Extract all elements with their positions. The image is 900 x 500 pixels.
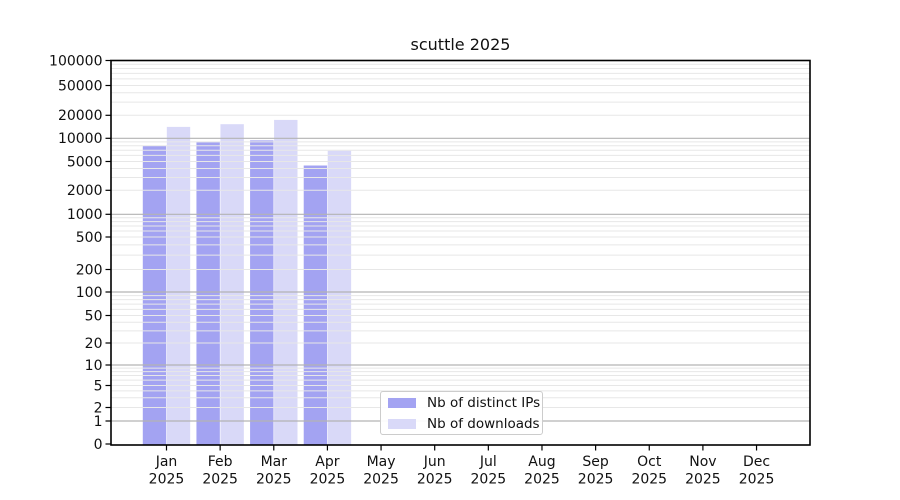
y-tick-label: 500: [76, 230, 103, 246]
x-tick-label-month: Nov: [689, 454, 716, 470]
y-tick-label: 50000: [58, 78, 103, 94]
x-tick-label-year: 2025: [471, 472, 507, 488]
y-tick-label: 100: [76, 285, 103, 301]
bar-distinct-ips-feb: [196, 142, 220, 446]
x-tick-label-year: 2025: [578, 472, 614, 488]
x-tick-label-year: 2025: [149, 472, 185, 488]
legend-swatch-downloads: [388, 418, 416, 429]
legend-label-distinct-ips: Nb of distinct IPs: [427, 394, 541, 411]
y-tick-label: 200: [76, 262, 103, 278]
legend-label-downloads: Nb of downloads: [427, 415, 540, 432]
x-tick-label-year: 2025: [631, 472, 667, 488]
x-tick-label-month: Apr: [315, 454, 339, 470]
y-tick-label: 100000: [49, 53, 102, 69]
legend-entry-downloads: Nb of downloads: [381, 415, 542, 432]
bar-distinct-ips-apr: [303, 165, 328, 445]
x-tick-label-month: Aug: [528, 454, 555, 470]
y-tick-label: 20000: [58, 108, 103, 124]
x-tick-label-month: May: [367, 454, 396, 470]
y-tick-label: 2000: [67, 183, 103, 199]
y-tick-label: 5: [94, 378, 103, 394]
x-tick-label-year: 2025: [363, 472, 399, 488]
y-tick-label: 5000: [67, 154, 103, 170]
y-tick-label: 10: [85, 358, 103, 374]
x-tick-label-month: Jul: [479, 454, 497, 470]
bar-downloads-mar: [274, 119, 298, 445]
y-tick-label: 0: [94, 437, 103, 453]
bar-downloads-apr: [327, 150, 352, 445]
y-tick-label: 1000: [67, 207, 103, 223]
x-tick-label-month: Oct: [637, 454, 662, 470]
x-tick-label-year: 2025: [417, 472, 453, 488]
x-tick-label-month: Feb: [208, 454, 233, 470]
x-tick-label-year: 2025: [524, 472, 560, 488]
y-tick-label: 50: [85, 308, 103, 324]
legend-entry-distinct-ips: Nb of distinct IPs: [381, 394, 542, 411]
y-tick-label: 1: [94, 414, 103, 430]
x-tick-label-year: 2025: [685, 472, 721, 488]
y-tick-label: 10000: [58, 131, 103, 147]
x-tick-label-year: 2025: [310, 472, 346, 488]
x-tick-label-month: Jan: [155, 454, 178, 470]
x-tick-label-month: Mar: [261, 454, 288, 470]
y-tick-label: 2: [94, 400, 103, 416]
x-tick-label-year: 2025: [256, 472, 292, 488]
x-tick-label-year: 2025: [202, 472, 238, 488]
x-tick-label-month: Sep: [582, 454, 609, 470]
legend-box: Nb of distinct IPs Nb of downloads: [380, 391, 543, 435]
x-tick-label-month: Jun: [423, 454, 446, 470]
bar-downloads-feb: [220, 124, 244, 445]
y-tick-label: 20: [85, 336, 103, 352]
legend-swatch-distinct-ips: [388, 397, 416, 408]
x-tick-label-month: Dec: [743, 454, 770, 470]
x-tick-label-year: 2025: [739, 472, 775, 488]
chart-title: scuttle 2025: [410, 35, 511, 54]
axes-spines: [110, 59, 811, 446]
bar-distinct-ips-mar: [250, 140, 274, 445]
